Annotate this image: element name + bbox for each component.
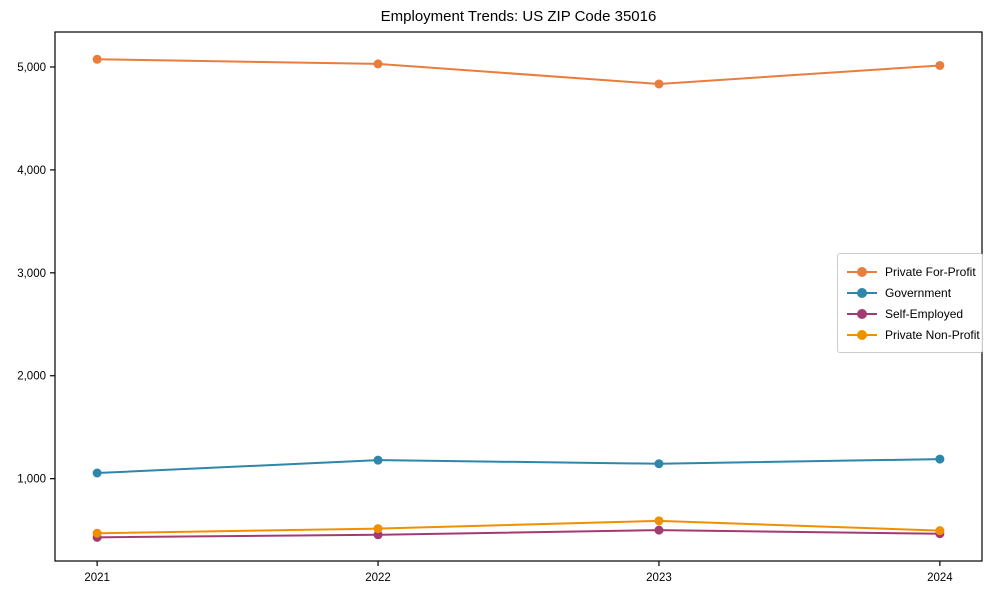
data-point-private-for-profit xyxy=(92,54,102,64)
legend-item: Government xyxy=(847,282,973,303)
chart-legend: Private For-Profit Government Self-Employe… xyxy=(837,253,983,353)
x-tick-label: 2021 xyxy=(84,572,110,584)
legend-label: Government xyxy=(885,285,952,300)
legend-line-marker-icon xyxy=(847,329,877,340)
x-tick-label: 2022 xyxy=(365,572,391,584)
y-tick-label: 4,000 xyxy=(17,165,46,177)
data-point-private-non-profit xyxy=(935,526,945,536)
series-line-private-for-profit xyxy=(96,58,941,85)
chart-title: Employment Trends: US ZIP Code 35016 xyxy=(380,8,657,25)
data-point-government xyxy=(373,455,383,465)
legend-item: Private For-Profit xyxy=(847,261,976,282)
data-point-private-for-profit xyxy=(935,60,945,70)
y-tick-label: 2,000 xyxy=(17,371,46,383)
data-point-private-non-profit xyxy=(654,516,664,526)
legend-label: Private For-Profit xyxy=(885,264,976,279)
legend-item: Private Non-Profit xyxy=(847,324,980,345)
series-line-self-employed xyxy=(96,529,941,539)
y-tick-label: 3,000 xyxy=(17,268,46,280)
data-point-private-non-profit xyxy=(373,524,383,534)
data-point-self-employed xyxy=(654,525,664,535)
x-tick-label: 2023 xyxy=(646,572,672,584)
data-point-self-employed xyxy=(373,530,383,540)
legend-label: Private Non-Profit xyxy=(885,327,980,342)
series-line-government xyxy=(96,458,941,475)
legend-label: Self-Employed xyxy=(885,306,964,321)
data-point-private-for-profit xyxy=(373,59,383,69)
data-point-government xyxy=(92,468,102,478)
y-tick-label: 5,000 xyxy=(17,62,46,74)
x-tick-label: 2024 xyxy=(927,572,953,584)
series-line-private-non-profit xyxy=(96,519,941,535)
y-tick-label: 1,000 xyxy=(17,474,46,486)
data-point-government xyxy=(654,459,664,469)
legend-line-marker-icon xyxy=(847,308,877,319)
data-point-private-for-profit xyxy=(654,79,664,89)
legend-item: Self-Employed xyxy=(847,303,973,324)
legend-line-marker-icon xyxy=(847,266,877,277)
legend-line-marker-icon xyxy=(847,287,877,298)
data-point-private-non-profit xyxy=(92,528,102,538)
data-point-government xyxy=(935,454,945,464)
